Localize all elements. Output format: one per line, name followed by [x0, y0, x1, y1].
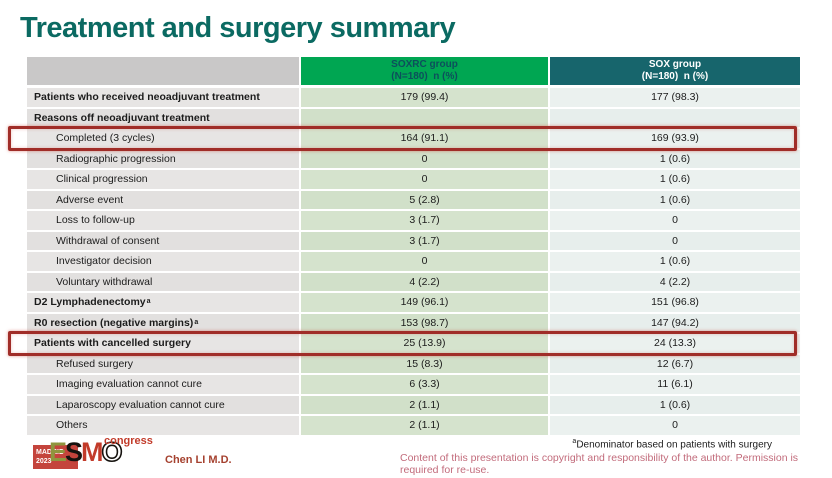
soxrc-value: 149 (96.1)	[299, 293, 548, 314]
sox-value: 1 (0.6)	[548, 190, 800, 211]
table-row: Investigator decision 0 1 (0.6)	[27, 252, 800, 273]
esmo-location-badge: MADRID 2023	[33, 445, 78, 469]
sox-value: 151 (96.8)	[548, 293, 800, 314]
soxrc-value: 164 (91.1)	[299, 129, 548, 150]
table-row: R0 resection (negative margins) a 153 (98.…	[27, 313, 800, 334]
soxrc-value: 15 (8.3)	[299, 354, 548, 375]
soxrc-value: 3 (1.7)	[299, 211, 548, 232]
header-empty-cell	[27, 57, 299, 88]
soxrc-value: 6 (3.3)	[299, 375, 548, 396]
row-label: Withdrawal of consent	[27, 231, 299, 252]
header-sox-line1: SOX group	[648, 58, 702, 70]
header-soxrc-line2: (N=180) n (%)	[391, 71, 458, 82]
table-row: Withdrawal of consent 3 (1.7) 0	[27, 231, 800, 252]
table-row: D2 Lymphadenectomy a 149 (96.1) 151 (96.8)	[27, 293, 800, 314]
table-row: Adverse event 5 (2.8) 1 (0.6)	[27, 190, 800, 211]
footnote-marker: a	[572, 438, 577, 445]
row-label: R0 resection (negative margins) a	[27, 313, 299, 334]
esmo-letter-e: E	[49, 437, 67, 467]
header-soxrc-group: SOXRC group (N=180) n (%)	[299, 57, 548, 88]
soxrc-value: 179 (99.4)	[299, 88, 548, 109]
esmo-location-city: MADRID	[36, 449, 64, 456]
row-label: Patients with cancelled surgery	[27, 334, 299, 355]
sox-value	[548, 108, 800, 129]
table-row: Imaging evaluation cannot cure 6 (3.3) 11 …	[27, 375, 800, 396]
table-row: Loss to follow-up 3 (1.7) 0	[27, 211, 800, 232]
header-soxrc-line1: SOXRC group	[391, 58, 458, 70]
esmo-letter-s: S	[65, 437, 83, 467]
soxrc-value: 0	[299, 149, 548, 170]
slide-title: Treatment and surgery summary	[20, 12, 456, 44]
soxrc-value	[299, 108, 548, 129]
footnote: aDenominator based on patients with surg…	[572, 438, 772, 450]
presenter-name: Chen LI M.D.	[165, 454, 232, 466]
row-label: Reasons off neoadjuvant treatment	[27, 108, 299, 129]
table-row: Reasons off neoadjuvant treatment	[27, 108, 800, 129]
esmo-letter-m: M	[81, 437, 103, 467]
sox-value: 1 (0.6)	[548, 252, 800, 273]
row-label: Voluntary withdrawal	[27, 272, 299, 293]
soxrc-value: 0	[299, 170, 548, 191]
sox-value: 0	[548, 231, 800, 252]
esmo-congress-logo: MADRID 2023 ESMO congress	[33, 435, 173, 474]
soxrc-value: 2 (1.1)	[299, 395, 548, 416]
table-header-row: SOXRC group (N=180) n (%) SOX group (N=1…	[27, 57, 800, 88]
row-label: Refused surgery	[27, 354, 299, 375]
row-label: Radiographic progression	[27, 149, 299, 170]
table-row: Clinical progression 0 1 (0.6)	[27, 170, 800, 191]
table-row: Others 2 (1.1) 0	[27, 416, 800, 437]
congress-label: congress	[104, 435, 153, 447]
sox-value: 1 (0.6)	[548, 395, 800, 416]
copyright-notice: Content of this presentation is copyrigh…	[400, 452, 799, 476]
row-label: Investigator decision	[27, 252, 299, 273]
sox-value: 1 (0.6)	[548, 170, 800, 191]
row-label: Completed (3 cycles)	[27, 129, 299, 150]
soxrc-value: 153 (98.7)	[299, 313, 548, 334]
sox-value: 4 (2.2)	[548, 272, 800, 293]
header-sox-line2: (N=180) n (%)	[641, 71, 709, 82]
table-row: Radiographic progression 0 1 (0.6)	[27, 149, 800, 170]
row-label: Others	[27, 416, 299, 437]
sox-value: 11 (6.1)	[548, 375, 800, 396]
header-sox-group: SOX group (N=180) n (%)	[548, 57, 800, 88]
summary-table: SOXRC group (N=180) n (%) SOX group (N=1…	[8, 57, 800, 437]
table-row: Patients who received neoadjuvant treatm…	[27, 88, 800, 109]
sox-value: 177 (98.3)	[548, 88, 800, 109]
table-row: Refused surgery 15 (8.3) 12 (6.7)	[27, 354, 800, 375]
row-label: Laparoscopy evaluation cannot cure	[27, 395, 299, 416]
row-label: Clinical progression	[27, 170, 299, 191]
soxrc-value: 25 (13.9)	[299, 334, 548, 355]
row-label: D2 Lymphadenectomy a	[27, 293, 299, 314]
table-row: Voluntary withdrawal 4 (2.2) 4 (2.2)	[27, 272, 800, 293]
footnote-text: Denominator based on patients with surge…	[576, 439, 772, 451]
sox-value: 0	[548, 211, 800, 232]
esmo-location-year: 2023	[36, 458, 52, 466]
esmo-wordmark: ESMO	[49, 436, 124, 468]
table-row: Completed (3 cycles) 164 (91.1) 169 (93.9)	[8, 126, 800, 151]
sox-value: 1 (0.6)	[548, 149, 800, 170]
soxrc-value: 0	[299, 252, 548, 273]
sox-value: 169 (93.9)	[548, 129, 800, 150]
esmo-letter-o: O	[101, 436, 124, 467]
sox-value: 12 (6.7)	[548, 354, 800, 375]
sox-value: 0	[548, 416, 800, 437]
row-label: Imaging evaluation cannot cure	[27, 375, 299, 396]
table-row: Laparoscopy evaluation cannot cure 2 (1.1…	[27, 395, 800, 416]
soxrc-value: 3 (1.7)	[299, 231, 548, 252]
sox-value: 24 (13.3)	[548, 334, 800, 355]
soxrc-value: 5 (2.8)	[299, 190, 548, 211]
row-label: Adverse event	[27, 190, 299, 211]
row-label: Patients who received neoadjuvant treatm…	[27, 88, 299, 109]
sox-value: 147 (94.2)	[548, 313, 800, 334]
soxrc-value: 4 (2.2)	[299, 272, 548, 293]
table-body: Patients who received neoadjuvant treatm…	[8, 88, 800, 437]
table-row: Patients with cancelled surgery 25 (13.9)…	[8, 331, 800, 356]
row-label: Loss to follow-up	[27, 211, 299, 232]
soxrc-value: 2 (1.1)	[299, 416, 548, 437]
